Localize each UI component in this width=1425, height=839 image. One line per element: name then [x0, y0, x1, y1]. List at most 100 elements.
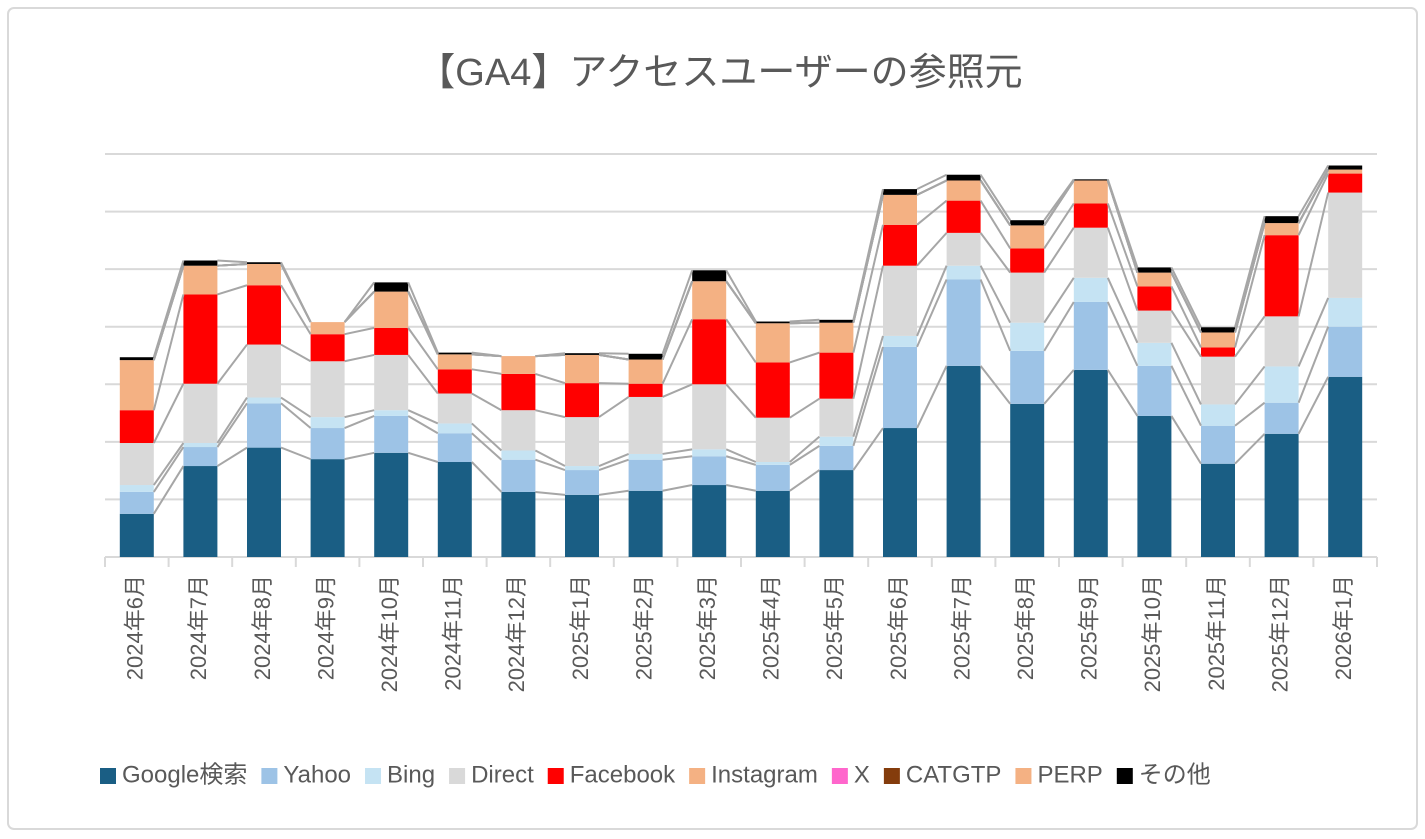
- bar-segment: [1137, 272, 1172, 287]
- series-line: [216, 446, 248, 467]
- series-line: [344, 353, 375, 363]
- bar-segment: [755, 462, 790, 465]
- bar-segment: [1201, 463, 1235, 557]
- series-line: [152, 294, 185, 411]
- series-line: [979, 232, 1012, 274]
- series-line: [1170, 272, 1202, 333]
- series-line: [1234, 234, 1266, 348]
- series-line: [280, 261, 312, 323]
- series-line: [598, 353, 629, 361]
- series-line: [217, 284, 248, 296]
- series-line: [1043, 369, 1075, 405]
- series-line: [1234, 401, 1266, 427]
- bar-segment: [819, 352, 854, 399]
- bar-segment: [1137, 365, 1172, 416]
- series-line: [534, 449, 566, 467]
- bar-segment: [437, 369, 472, 394]
- series-line: [661, 269, 694, 355]
- series-line: [1106, 301, 1139, 367]
- legend-swatch: [449, 768, 466, 784]
- bar-segment: [119, 491, 154, 514]
- series-line: [979, 179, 1012, 226]
- series-line: [1234, 365, 1266, 406]
- series-line: [789, 321, 820, 325]
- bar-segment: [247, 285, 281, 345]
- bar-segment: [1201, 332, 1235, 348]
- series-line: [662, 448, 693, 455]
- bar-segment: [565, 466, 599, 471]
- bar-segment: [183, 383, 218, 444]
- x-tick-label: 2024年12月: [504, 575, 529, 692]
- bar-segment: [1073, 180, 1108, 204]
- bar-segment: [310, 334, 345, 362]
- x-tick-label: 2025年4月: [759, 575, 784, 680]
- bar-segment: [247, 403, 281, 448]
- bar-segment: [437, 393, 472, 424]
- series-line: [852, 188, 884, 321]
- bar-segment: [374, 354, 409, 411]
- series-line: [344, 415, 375, 429]
- series-line: [535, 490, 566, 496]
- series-line: [1106, 227, 1139, 311]
- bar-segment: [310, 322, 345, 335]
- series-line: [1043, 179, 1075, 226]
- bar-segment: [565, 417, 599, 467]
- bar-segment: [1264, 402, 1299, 434]
- series-line: [979, 265, 1012, 324]
- bar-segment: [1137, 286, 1172, 311]
- series-line: [152, 442, 185, 486]
- series-line: [471, 368, 502, 375]
- bar-segment: [1264, 366, 1299, 403]
- bar-segment: [1201, 404, 1235, 426]
- bar-segment: [883, 346, 917, 429]
- x-tick-label: 2025年5月: [822, 575, 847, 680]
- bar-segment: [437, 352, 472, 355]
- bar-segment: [1010, 220, 1045, 226]
- bar-segment: [883, 335, 917, 347]
- x-tick-label: 2024年8月: [250, 575, 275, 680]
- legend-label: Instagram: [711, 761, 818, 788]
- series-line: [1106, 179, 1139, 268]
- series-line: [152, 260, 185, 358]
- bar-segment: [883, 194, 917, 225]
- series-line: [789, 351, 820, 364]
- bar-segment: [946, 200, 981, 233]
- series-line: [979, 365, 1011, 405]
- bar-segment: [946, 232, 981, 266]
- bar-segment: [310, 361, 345, 418]
- series-line: [1170, 415, 1202, 465]
- bar-segment: [692, 449, 727, 457]
- bar-segment: [819, 436, 854, 446]
- series-line: [662, 484, 693, 492]
- series-line: [216, 343, 248, 385]
- series-line: [916, 265, 948, 337]
- series-line: [344, 326, 375, 336]
- legend-swatch: [1015, 768, 1032, 784]
- bar-segment: [1328, 326, 1363, 377]
- series-line: [789, 469, 820, 492]
- series-line: [1234, 315, 1266, 358]
- series-line: [280, 284, 312, 335]
- bar-segment: [1328, 297, 1363, 327]
- legend-label: PERP: [1037, 761, 1102, 788]
- series-line: [916, 365, 948, 429]
- series-line: [1297, 376, 1330, 435]
- bar-segment: [1073, 277, 1108, 302]
- series-line: [471, 392, 502, 412]
- bar-segment: [437, 462, 472, 557]
- series-line: [471, 351, 502, 358]
- bar-segment: [1073, 203, 1108, 228]
- x-tick-label: 2025年10月: [1140, 575, 1165, 692]
- legend-swatch: [547, 768, 564, 784]
- bar-segment: [374, 452, 409, 557]
- series-line: [852, 335, 884, 437]
- series-line: [598, 352, 629, 355]
- bar-segment: [374, 291, 409, 328]
- bar-segment: [1010, 225, 1045, 249]
- series-line: [1106, 369, 1139, 417]
- bar-segment: [692, 485, 727, 557]
- series-line: [343, 281, 376, 323]
- bar-segment: [565, 494, 599, 557]
- series-line: [979, 279, 1012, 352]
